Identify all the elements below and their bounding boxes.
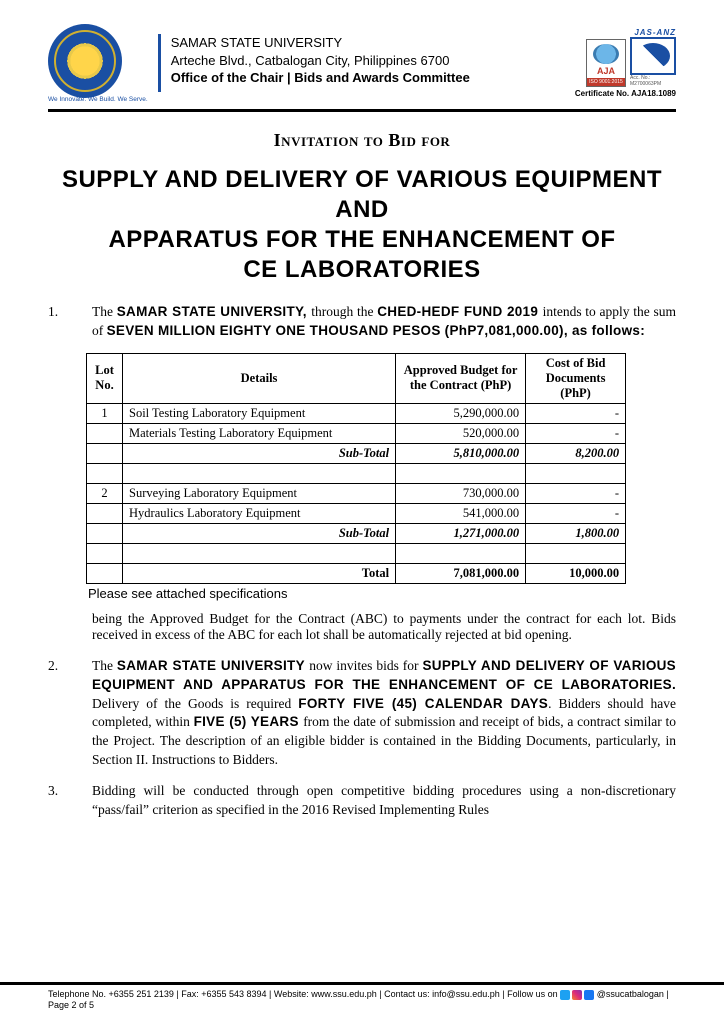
table-row: Materials Testing Laboratory Equipment 5… <box>87 423 626 443</box>
table-row: Hydraulics Laboratory Equipment 541,000.… <box>87 503 626 523</box>
title-line-2: APPARATUS FOR THE ENHANCEMENT OF <box>108 226 615 253</box>
social-icons <box>560 990 594 1000</box>
certification-block: ISO 9001:2015 JAS-ANZ Acc. No.: M2700063… <box>575 28 676 98</box>
footer-contact: Telephone No. +6355 251 2139 | Fax: +635… <box>48 989 676 1010</box>
section-body: The SAMAR STATE UNIVERSITY now invites b… <box>92 657 676 770</box>
total-row: Total 7,081,000.00 10,000.00 <box>87 563 626 583</box>
subtotal-row: Sub-Total 1,271,000.00 1,800.00 <box>87 523 626 543</box>
university-address: SAMAR STATE UNIVERSITY Arteche Blvd., Ca… <box>171 28 565 87</box>
social-handle: @ssucatbalogan <box>597 989 664 999</box>
specifications-note: Please see attached specifications <box>88 586 676 601</box>
budget-table: Lot No. Details Approved Budget for the … <box>86 353 626 584</box>
section-number: 1. <box>48 303 72 341</box>
section-body: The SAMAR STATE UNIVERSITY, through the … <box>92 303 676 341</box>
iso-label: ISO 9001:2015 <box>587 78 625 86</box>
jas-anz-label: JAS-ANZ <box>630 28 676 37</box>
table-row: 2 Surveying Laboratory Equipment 730,000… <box>87 483 626 503</box>
office-name: Office of the Chair | Bids and Awards Co… <box>171 69 565 87</box>
numbered-sections-cont: 2. The SAMAR STATE UNIVERSITY now invite… <box>48 657 676 820</box>
univ-name: SAMAR STATE UNIVERSITY <box>171 34 565 52</box>
section-number: 2. <box>48 657 72 770</box>
subtotal-row: Sub-Total 5,810,000.00 8,200.00 <box>87 443 626 463</box>
university-seal-icon <box>48 24 122 98</box>
section-2: 2. The SAMAR STATE UNIVERSITY now invite… <box>48 657 676 770</box>
col-cbd: Cost of Bid Documents (PhP) <box>526 353 626 403</box>
univ-addr: Arteche Blvd., Catbalogan City, Philippi… <box>171 52 565 70</box>
twitter-icon <box>560 990 570 1000</box>
table-header-row: Lot No. Details Approved Budget for the … <box>87 353 626 403</box>
page-footer: Telephone No. +6355 251 2139 | Fax: +635… <box>0 982 724 1010</box>
spacer-row <box>87 543 626 563</box>
section-body: Bidding will be conducted through open c… <box>92 782 676 820</box>
section-1: 1. The SAMAR STATE UNIVERSITY, through t… <box>48 303 676 341</box>
abc-paragraph: being the Approved Budget for the Contra… <box>92 611 676 643</box>
table-row: 1 Soil Testing Laboratory Equipment 5,29… <box>87 403 626 423</box>
letterhead: We Innovate. We Build. We Serve. SAMAR S… <box>48 28 676 112</box>
col-details: Details <box>123 353 396 403</box>
section-number: 3. <box>48 782 72 820</box>
jas-anz-logo-icon <box>630 37 676 75</box>
certificate-number: Certificate No. AJA18.1089 <box>575 89 676 98</box>
col-abc: Approved Budget for the Contract (PhP) <box>396 353 526 403</box>
logo-block: We Innovate. We Build. We Serve. <box>48 28 148 103</box>
divider <box>158 34 161 92</box>
spacer-row <box>87 463 626 483</box>
aja-logo-icon: ISO 9001:2015 <box>586 39 626 87</box>
title-line-3: CE LABORATORIES <box>243 256 480 283</box>
page-number: Page 2 of 5 <box>48 1000 94 1010</box>
title-line-1: SUPPLY AND DELIVERY OF VARIOUS EQUIPMENT… <box>62 166 662 223</box>
col-lot: Lot No. <box>87 353 123 403</box>
tagline: We Innovate. We Build. We Serve. <box>48 96 148 103</box>
instagram-icon <box>572 990 582 1000</box>
invitation-heading: Invitation to Bid for <box>48 130 676 151</box>
acc-no: Acc. No.: M2700063PM <box>630 75 676 87</box>
section-3: 3. Bidding will be conducted through ope… <box>48 782 676 820</box>
jas-anz-block: JAS-ANZ Acc. No.: M2700063PM <box>630 28 676 87</box>
numbered-sections: 1. The SAMAR STATE UNIVERSITY, through t… <box>48 303 676 341</box>
main-title: SUPPLY AND DELIVERY OF VARIOUS EQUIPMENT… <box>48 165 676 285</box>
facebook-icon <box>584 990 594 1000</box>
